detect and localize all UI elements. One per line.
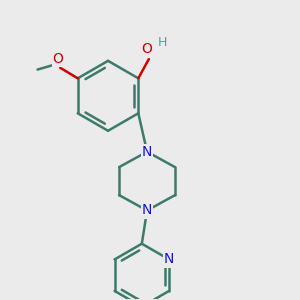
Text: H: H [158,36,167,49]
Text: N: N [142,145,152,159]
Text: N: N [142,203,152,218]
Text: O: O [142,42,152,56]
Text: N: N [164,252,174,266]
Text: O: O [53,52,64,66]
